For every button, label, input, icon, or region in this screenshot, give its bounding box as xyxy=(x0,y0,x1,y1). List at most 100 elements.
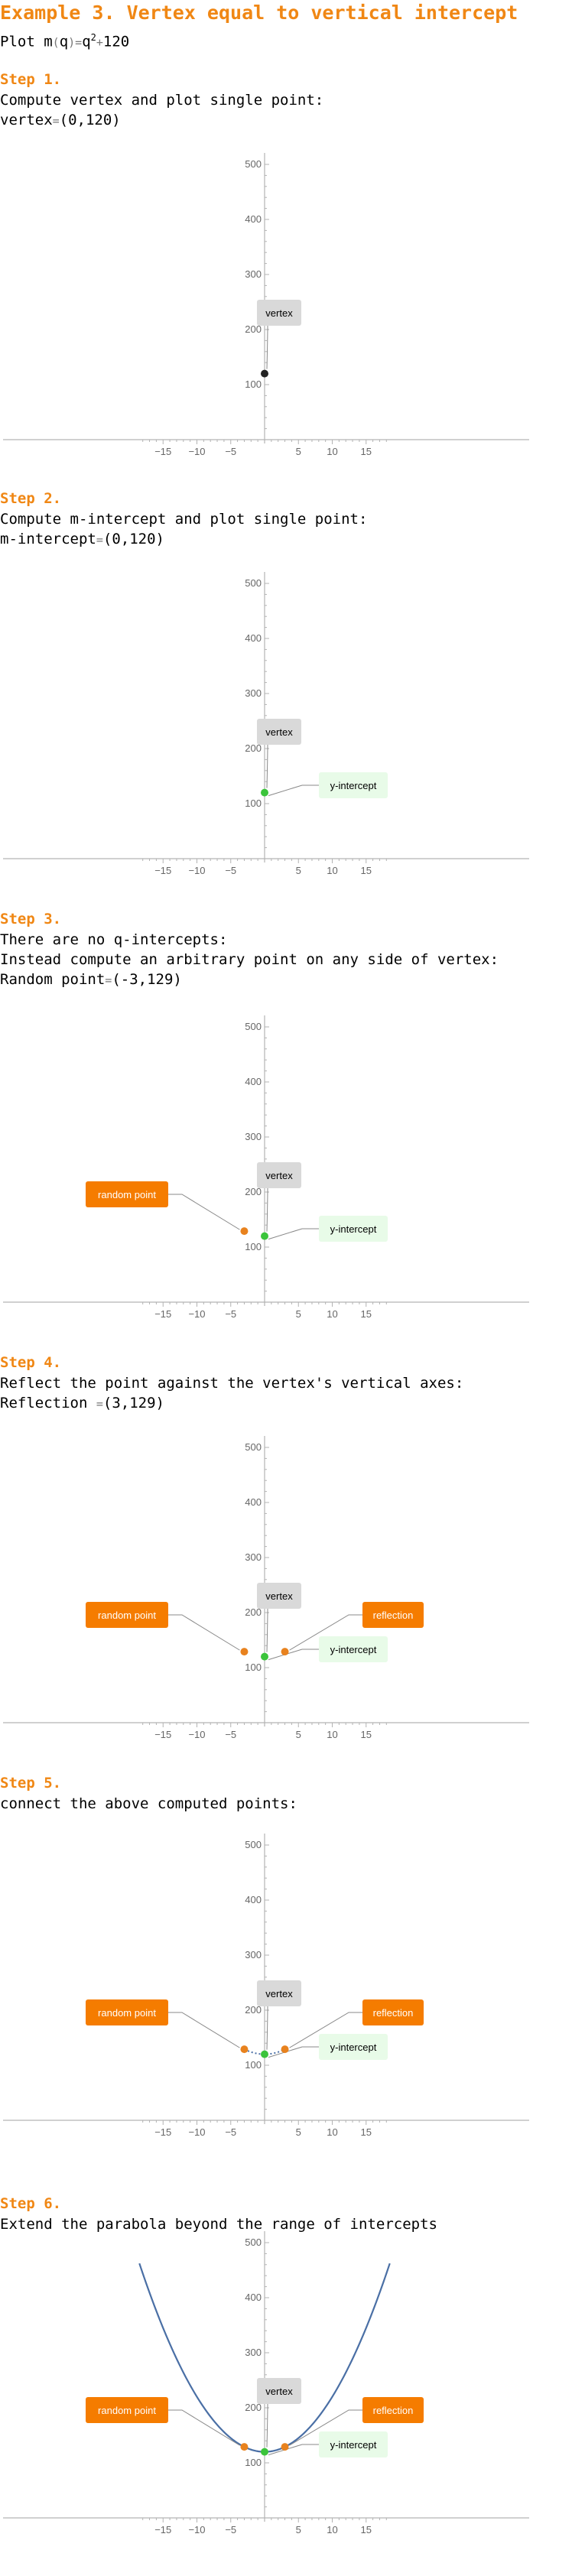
y-tick-label: 400 xyxy=(245,2292,262,2303)
data-point-reflection xyxy=(281,1648,289,1656)
y-tick-label: 400 xyxy=(245,1894,262,1905)
x-tick-label: −10 xyxy=(188,1308,205,1317)
step-text-fragment: Reflection xyxy=(0,1395,96,1411)
x-tick-label: −15 xyxy=(154,2126,171,2136)
data-point-vertex xyxy=(261,369,268,378)
step-text-line: m-intercept=(0,120) xyxy=(0,529,585,550)
y-tick-label: 100 xyxy=(245,797,262,809)
y-tick-label: 300 xyxy=(245,2347,262,2358)
y-tick-label: 400 xyxy=(245,1076,262,1087)
x-tick-label: −5 xyxy=(225,446,236,455)
dotted-connection-curve xyxy=(244,2048,285,2055)
step-text-fragment: vertex xyxy=(0,112,53,128)
x-tick-label: 10 xyxy=(327,1729,337,1738)
callout-box-vertex xyxy=(257,2378,301,2404)
step-text-fragment: Compute m-intercept and plot single poin… xyxy=(0,511,368,528)
y-tick-label: 400 xyxy=(245,1496,262,1508)
intro-rparen: ) xyxy=(68,35,76,50)
callout-leader-intercept xyxy=(268,2046,319,2058)
step-text-line: There are no q-intercepts: xyxy=(0,930,585,950)
x-tick-label: 15 xyxy=(361,865,372,874)
y-tick-label: 100 xyxy=(245,378,262,390)
callout-label-intercept: y-intercept xyxy=(330,1223,377,1235)
callout-label-intercept: y-intercept xyxy=(330,1644,377,1655)
step-text-fragment: connect the above computed points: xyxy=(0,1795,297,1812)
y-tick-label: 500 xyxy=(245,577,262,589)
y-tick-label: 300 xyxy=(245,1551,262,1563)
y-tick-label: 500 xyxy=(245,158,262,170)
step-text-line: Instead compute an arbitrary point on an… xyxy=(0,950,585,970)
problem-statement: Plot m(q)=q2+120 xyxy=(0,28,129,52)
callout-label-vertex: vertex xyxy=(265,1170,293,1181)
callout-label-reflection: reflection xyxy=(373,1610,414,1621)
y-tick-label: 500 xyxy=(245,1021,262,1032)
step-label: Step 3. xyxy=(0,911,62,927)
intro-func: m xyxy=(44,33,53,50)
callout-leader-intercept xyxy=(268,784,319,797)
x-tick-label: −5 xyxy=(225,865,236,874)
step-text-fragment: Random point xyxy=(0,971,106,988)
step-6: Step 6. Extend the parabola beyond the ra… xyxy=(0,2193,585,2234)
callout-box-random xyxy=(86,1602,168,1628)
callout-leader-random xyxy=(168,2012,240,2048)
step-text-fragment: (0,120) xyxy=(59,112,121,128)
x-tick-label: −15 xyxy=(154,1308,171,1317)
x-tick-label: 10 xyxy=(327,865,337,874)
step-text-fragment: m-intercept xyxy=(0,531,96,547)
step-text-line: Reflect the point against the vertex's v… xyxy=(0,1373,585,1393)
x-tick-label: −10 xyxy=(188,2126,205,2136)
data-point-intercept xyxy=(261,2448,268,2456)
callout-leader-reflection xyxy=(289,1614,362,1651)
intro-constant: 120 xyxy=(102,33,130,50)
y-tick-label: 300 xyxy=(245,1949,262,1960)
y-tick-label: 100 xyxy=(245,1241,262,1252)
callout-box-intercept xyxy=(319,2431,388,2457)
data-point-random xyxy=(240,1227,249,1236)
operator-symbol: = xyxy=(52,114,60,128)
callout-box-vertex xyxy=(257,719,301,745)
callout-label-vertex: vertex xyxy=(265,726,293,738)
callout-label-random: random point xyxy=(98,1189,156,1200)
step-text-fragment: (3,129) xyxy=(102,1395,164,1411)
callout-leader-reflection xyxy=(289,2012,362,2048)
y-tick-label: 100 xyxy=(245,1662,262,1673)
intro-prefix: Plot xyxy=(0,33,44,50)
intro-plus: + xyxy=(96,35,103,50)
y-tick-label: 400 xyxy=(245,213,262,225)
x-tick-label: −15 xyxy=(154,446,171,455)
callout-box-reflection xyxy=(362,1602,424,1628)
callout-leader-intercept xyxy=(268,1649,319,1661)
step-text-line: connect the above computed points: xyxy=(0,1794,585,1814)
x-tick-label: 10 xyxy=(327,2126,337,2136)
callout-leader-vertex xyxy=(266,2403,268,2448)
y-tick-label: 300 xyxy=(245,1131,262,1142)
callout-leader-random xyxy=(168,1614,240,1651)
data-point-intercept xyxy=(261,1652,268,1661)
callout-label-intercept: y-intercept xyxy=(330,2439,377,2451)
callout-box-vertex xyxy=(257,1583,301,1609)
step-text-line: Reflection =(3,129) xyxy=(0,1393,585,1414)
callout-label-vertex: vertex xyxy=(265,1590,293,1602)
intro-equals: = xyxy=(75,35,83,50)
data-point-random xyxy=(240,2045,249,2054)
intro-var: q xyxy=(59,33,69,50)
step-text-line: Compute vertex and plot single point: xyxy=(0,90,585,110)
step-text-fragment: There are no q-intercepts: xyxy=(0,931,228,948)
callout-box-intercept xyxy=(319,2034,388,2060)
chart-step-6: −15 −10 −5 5 10 15 100 200 300 400 500 vertex y-inte… xyxy=(3,2231,529,2533)
y-tick-label: 200 xyxy=(245,2402,262,2413)
y-tick-label: 200 xyxy=(245,2004,262,2016)
callout-box-random xyxy=(86,1181,168,1207)
x-tick-label: −15 xyxy=(154,1729,171,1738)
y-tick-label: 500 xyxy=(245,2237,262,2248)
step-text-line: Extend the parabola beyond the range of … xyxy=(0,2214,585,2234)
y-tick-label: 500 xyxy=(245,1839,262,1850)
chart-step-5: −15 −10 −5 5 10 15 100 200 300 400 500 vertex y-inte… xyxy=(3,1834,529,2136)
callout-leader-vertex xyxy=(266,1187,268,1232)
x-tick-label: −15 xyxy=(154,2524,171,2533)
y-tick-label: 200 xyxy=(245,1186,262,1197)
callout-label-random: random point xyxy=(98,1610,156,1621)
x-tick-label: 15 xyxy=(361,2126,372,2136)
callout-box-intercept xyxy=(319,1636,388,1662)
callout-label-vertex: vertex xyxy=(265,1988,293,1999)
